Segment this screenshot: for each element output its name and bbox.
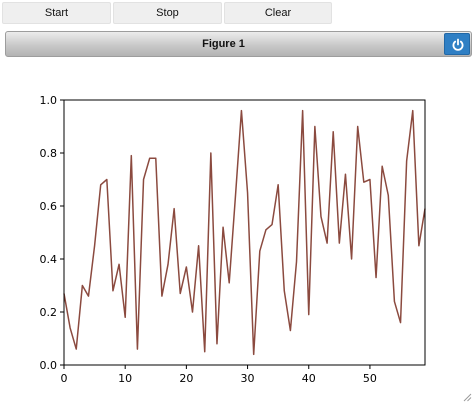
- y-tick-label: 0.4: [40, 253, 58, 266]
- x-tick-label: 30: [241, 372, 255, 385]
- stop-button[interactable]: Stop: [113, 2, 222, 24]
- y-tick-label: 0.0: [40, 359, 58, 372]
- y-tick-label: 0.2: [40, 306, 58, 319]
- power-icon: [452, 38, 464, 51]
- figure-header: Figure 1: [5, 31, 472, 57]
- x-tick-label: 10: [118, 372, 132, 385]
- resize-grip-icon[interactable]: [462, 392, 472, 402]
- close-figure-button[interactable]: [444, 33, 470, 55]
- start-button[interactable]: Start: [2, 2, 111, 24]
- y-tick-label: 1.0: [40, 94, 58, 107]
- y-tick-label: 0.6: [40, 200, 58, 213]
- series-line-0: [63, 109, 426, 356]
- x-tick-label: 20: [179, 372, 193, 385]
- clear-button[interactable]: Clear: [224, 2, 332, 24]
- x-tick-label: 50: [363, 372, 377, 385]
- y-tick-label: 0.8: [40, 147, 58, 160]
- figure-title: Figure 1: [202, 38, 245, 50]
- figure-canvas[interactable]: 0 10 20 30 40 50 0.0 0.2 0.4 0.6 0.8 1.0: [0, 60, 474, 404]
- x-tick-label: 40: [302, 372, 316, 385]
- axes-frame: [63, 99, 426, 366]
- x-tick-label: 0: [61, 372, 68, 385]
- plot-area: [64, 100, 425, 365]
